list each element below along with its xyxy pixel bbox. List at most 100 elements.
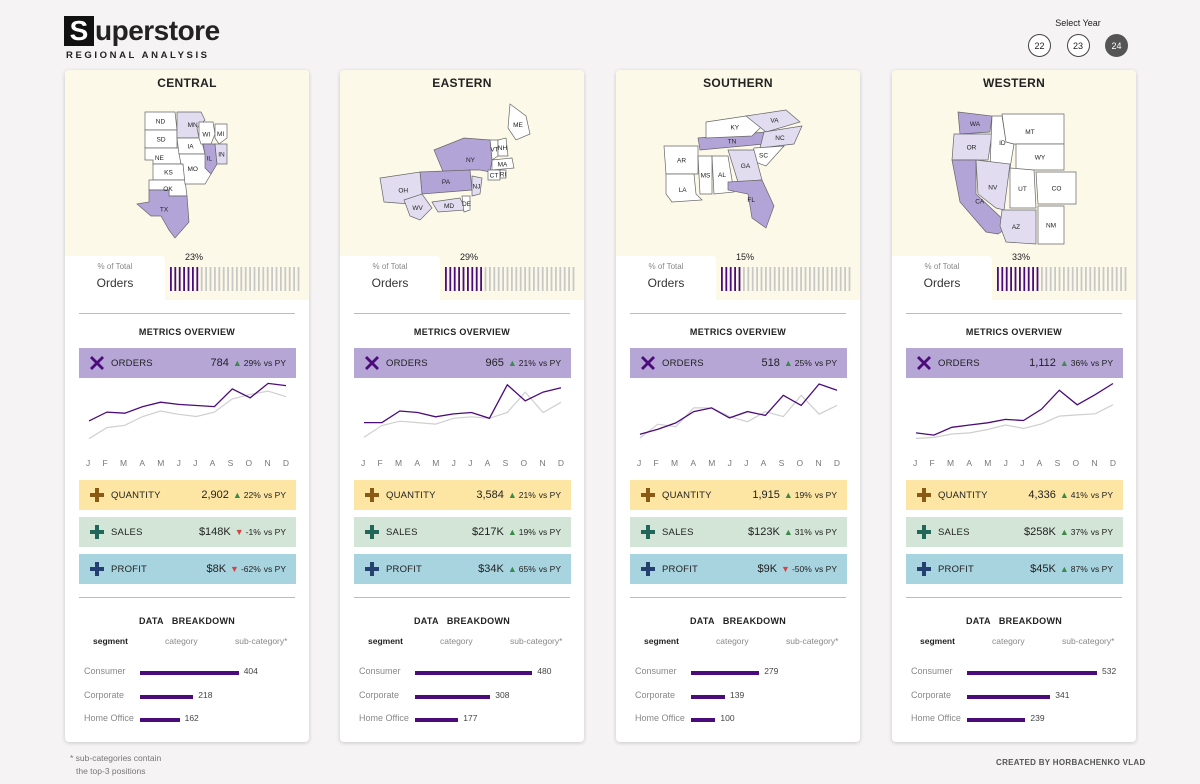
breakdown-tab-segment[interactable]: segment: [93, 636, 128, 646]
progress-tick-filled: [462, 267, 465, 291]
metric-quantity[interactable]: QUANTITY 2,902 ▲ 22% vs PY: [79, 480, 296, 510]
metric-orders[interactable]: ORDERS 518 ▲ 25% vs PY: [630, 348, 847, 378]
metric-profit[interactable]: PROFIT $9K ▼ -50% vs PY: [630, 554, 847, 584]
state-label: LA: [679, 187, 688, 194]
state-nm[interactable]: [1037, 205, 1065, 245]
progress-tick-empty: [563, 267, 566, 291]
state-co[interactable]: [1035, 171, 1077, 205]
triangle-up-icon: ▲: [783, 358, 793, 368]
segment-bar: [967, 718, 1026, 722]
state-label: ME: [513, 122, 523, 129]
breakdown-tab-category[interactable]: category: [716, 636, 749, 646]
metric-sales[interactable]: SALES $148K ▼ -1% vs PY: [79, 517, 296, 547]
state-ky[interactable]: [705, 115, 765, 139]
metric-label: QUANTITY: [938, 489, 988, 501]
triangle-up-icon: ▲: [1059, 490, 1069, 500]
progress-tick-filled: [1032, 267, 1034, 291]
progress-tick-empty: [484, 267, 487, 291]
state-ny[interactable]: [433, 137, 493, 175]
triangle-up-icon: ▲: [232, 358, 242, 368]
metric-profit[interactable]: PROFIT $34K ▲ 65% vs PY: [354, 554, 571, 584]
metric-quantity[interactable]: QUANTITY 3,584 ▲ 21% vs PY: [354, 480, 571, 510]
metric-label: ORDERS: [662, 357, 704, 369]
metric-orders[interactable]: ORDERS 965 ▲ 21% vs PY: [354, 348, 571, 378]
author-credit: CREATED BY HORBACHENKO VLAD: [996, 758, 1146, 767]
progress-tick-filled: [1010, 267, 1012, 291]
state-label: MI: [217, 131, 224, 138]
metric-value: 3,584: [476, 489, 504, 501]
metric-sales[interactable]: SALES $123K ▲ 31% vs PY: [630, 517, 847, 547]
metric-orders[interactable]: ORDERS 784 ▲ 29% vs PY: [79, 348, 296, 378]
profit-icon: [365, 562, 379, 576]
state-la[interactable]: [665, 173, 703, 203]
progress-tick-empty: [1071, 267, 1074, 291]
metric-sales[interactable]: SALES $258K ▲ 37% vs PY: [906, 517, 1123, 547]
breakdown-tab-segment[interactable]: segment: [368, 636, 403, 646]
state-ar[interactable]: [663, 145, 699, 175]
metric-quantity[interactable]: QUANTITY 1,915 ▲ 19% vs PY: [630, 480, 847, 510]
month-label: J: [361, 458, 366, 468]
month-label: O: [245, 458, 253, 468]
breakdown-tab-sub-category[interactable]: sub-category*: [510, 636, 563, 646]
breakdown-tab-segment[interactable]: segment: [920, 636, 955, 646]
metric-value: $9K: [757, 563, 778, 575]
state-ri[interactable]: [499, 169, 507, 179]
metric-profit[interactable]: PROFIT $8K ▼ -62% vs PY: [79, 554, 296, 584]
metric-vs-py: vs PY: [1090, 490, 1113, 500]
state-ma[interactable]: [491, 157, 515, 171]
year-button-23[interactable]: 23: [1066, 34, 1090, 57]
state-ct[interactable]: [487, 169, 501, 181]
metric-value: 2,902: [201, 489, 229, 501]
state-nc[interactable]: [759, 125, 803, 149]
state-az[interactable]: [999, 209, 1037, 245]
state-wy[interactable]: [1015, 143, 1065, 171]
state-me[interactable]: [507, 103, 531, 141]
progress-tick-empty: [559, 267, 562, 291]
breakdown-tab-sub-category[interactable]: sub-category*: [235, 636, 288, 646]
pct-progress-bars: [445, 267, 575, 291]
state-nv[interactable]: [975, 159, 1011, 211]
metric-sales[interactable]: SALES $217K ▲ 19% vs PY: [354, 517, 571, 547]
pct-of-total-label: % of Total: [97, 262, 133, 271]
year-button-22[interactable]: 22: [1028, 34, 1051, 57]
state-or[interactable]: [951, 133, 993, 161]
state-label: MD: [444, 203, 454, 210]
state-label: WA: [970, 121, 981, 128]
state-mi[interactable]: [214, 123, 228, 145]
metric-label: ORDERS: [386, 357, 428, 369]
segment-label: Consumer: [635, 666, 677, 676]
breakdown-tab-sub-category[interactable]: sub-category*: [1062, 636, 1115, 646]
state-nj[interactable]: [471, 175, 483, 197]
breakdown-row: Corporate 139: [616, 690, 860, 704]
metric-change: -62%: [240, 564, 261, 574]
month-label: A: [209, 458, 216, 468]
state-nh[interactable]: [497, 137, 509, 157]
state-tx[interactable]: [136, 189, 190, 239]
progress-tick-empty: [519, 267, 522, 291]
state-va[interactable]: [745, 109, 801, 133]
progress-tick-empty: [515, 267, 518, 291]
breakdown-tab-category[interactable]: category: [992, 636, 1025, 646]
state-label: NM: [1046, 223, 1056, 230]
breakdown-tab-category[interactable]: category: [165, 636, 198, 646]
metric-quantity[interactable]: QUANTITY 4,336 ▲ 41% vs PY: [906, 480, 1123, 510]
state-ms[interactable]: [697, 155, 713, 195]
metric-profit[interactable]: PROFIT $45K ▲ 87% vs PY: [906, 554, 1123, 584]
segment-bar: [140, 695, 194, 699]
state-in[interactable]: [214, 143, 228, 165]
state-wv[interactable]: [403, 193, 433, 221]
breakdown-tab-category[interactable]: category: [440, 636, 473, 646]
metric-label: SALES: [662, 526, 694, 538]
breakdown-tab-sub-category[interactable]: sub-category*: [786, 636, 839, 646]
state-ut[interactable]: [1009, 167, 1037, 209]
state-fl[interactable]: [727, 179, 775, 229]
progress-tick-empty: [297, 267, 300, 291]
breakdown-tab-segment[interactable]: segment: [644, 636, 679, 646]
state-wa[interactable]: [957, 111, 993, 135]
progress-tick-filled: [721, 267, 723, 291]
metric-orders[interactable]: ORDERS 1,112 ▲ 36% vs PY: [906, 348, 1123, 378]
state-de[interactable]: [461, 195, 471, 213]
orders-sparkline: [88, 382, 287, 440]
year-button-24[interactable]: 24: [1105, 34, 1128, 57]
